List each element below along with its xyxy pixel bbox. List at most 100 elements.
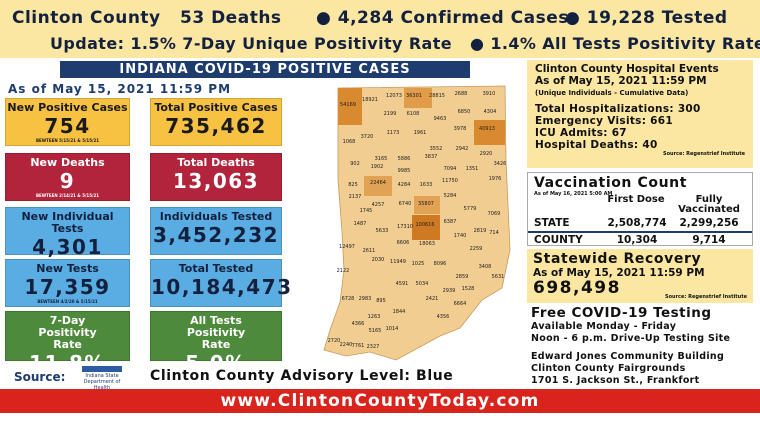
tile-note: BEWTEEN 5/9/21 & 5/15/21 xyxy=(185,375,247,380)
county-label: 2199 xyxy=(384,111,397,117)
county-label: 1068 xyxy=(343,139,356,145)
county-label: 2942 xyxy=(456,146,469,152)
stat-tile: New Tests 17,359 BEWTEEN 4/2/20 & 5/15/21 xyxy=(5,259,130,307)
county-label: 9985 xyxy=(398,168,411,174)
county-label: 6606 xyxy=(397,240,410,246)
stat-tile: Total Tested 10,184,473 xyxy=(150,259,293,307)
county-label: 2327 xyxy=(367,344,380,350)
tile-value: 17,359 xyxy=(24,275,111,299)
county-label: 1633 xyxy=(420,182,433,188)
tile-value: 10,184,473 xyxy=(151,275,293,299)
vaccination-as-of: As of May 16, 2021 5:00 AM xyxy=(534,191,613,197)
advisory: Clinton County Advisory Level: Blue xyxy=(150,368,454,384)
county-label: 4591 xyxy=(396,281,409,287)
county-label: 4304 xyxy=(484,109,497,115)
county-label: 2137 xyxy=(349,194,362,200)
recovery-source: Source: Regenstrief Institute xyxy=(664,294,747,300)
county-label: 100616 xyxy=(415,222,434,228)
county-label: 6740 xyxy=(399,201,412,207)
tile-value: 3,452,232 xyxy=(152,223,280,247)
county-label: 7761 xyxy=(352,343,365,349)
tested: ● 19,228 Tested xyxy=(565,8,728,28)
county-label: 3165 xyxy=(375,156,388,162)
county-label: 1487 xyxy=(354,221,367,227)
hospital-line: Hospital Deaths: 40 xyxy=(535,139,658,151)
county-label: 2819 xyxy=(474,228,487,234)
vaccination-cell: COUNTY xyxy=(534,234,583,246)
county-label: 5284 xyxy=(444,193,457,199)
county-label: 825 xyxy=(348,182,358,188)
tile-title: New Individual Tests xyxy=(21,210,114,235)
county-label: 22464 xyxy=(370,180,386,186)
county-label: 1173 xyxy=(387,130,400,136)
banner: INDIANA COVID-19 POSITIVE CASES xyxy=(60,61,470,78)
testing-line: Available Monday - Friday xyxy=(531,321,677,332)
tile-note: BEWTEEN 5/9/21 & 5/15/21 xyxy=(37,375,98,380)
county-label: 8096 xyxy=(434,261,447,267)
column-header: Fully Vaccinated xyxy=(678,194,740,215)
source: Source: xyxy=(14,370,66,384)
county-label: 1025 xyxy=(412,261,425,267)
hospital-as-of: As of May 15, 2021 11:59 PM xyxy=(535,75,707,87)
tile-title: 7-Day Positivity Rate xyxy=(38,314,97,351)
vaccination-title: Vaccination Count xyxy=(534,175,687,191)
stat-tile: New Deaths 9 BEWTEEN 2/14/21 & 5/15/21 xyxy=(5,153,130,201)
testing-lines: Available Monday - Friday Noon - 6 p.m. D… xyxy=(531,321,751,345)
update: Update: 1.5% 7-Day Unique Positivity Rat… xyxy=(50,34,453,53)
tile-value: 735,462 xyxy=(165,114,267,138)
vaccination-cell: 2,508,774 xyxy=(607,217,667,229)
county-shade xyxy=(474,120,505,145)
hospital-panel: Clinton County Hospital Events As of May… xyxy=(527,60,753,168)
county-label: 28815 xyxy=(429,93,445,99)
hospital-lines: Total Hospitalizations: 300 Emergency Vis… xyxy=(535,103,745,151)
tile-title: Total Tested xyxy=(178,262,254,275)
tile-note: BEWTEEN 4/2/20 & 5/15/21 xyxy=(37,299,98,304)
county-label: 2122 xyxy=(337,268,350,274)
hospital-note: (Unique Individuals - Cumulative Data) xyxy=(535,89,689,97)
stat-tile: 7-Day Positivity Rate 11.8% BEWTEEN 5/9/21… xyxy=(5,311,130,380)
tile-value: 754 xyxy=(44,114,91,138)
county-label: 5633 xyxy=(376,228,389,234)
county-label: 5779 xyxy=(464,206,477,212)
county-label: 1740 xyxy=(454,233,467,239)
header-band xyxy=(0,0,760,58)
county-label: 2859 xyxy=(456,274,469,280)
county-label: 1961 xyxy=(414,130,427,136)
tile-value: 4,301 xyxy=(32,235,103,259)
county-label: 36301 xyxy=(406,93,422,99)
county-label: 3720 xyxy=(361,134,374,140)
county-label: 2688 xyxy=(455,91,468,97)
county-label: 2030 xyxy=(372,257,385,263)
county-label: 6664 xyxy=(454,301,467,307)
county-label: 2259 xyxy=(470,246,483,252)
county-label: 4284 xyxy=(398,182,411,188)
tile-title: Individuals Tested xyxy=(159,210,273,223)
county-label: 1528 xyxy=(462,286,475,292)
county-label: 1976 xyxy=(489,176,502,182)
testing-line: Noon - 6 p.m. Drive-Up Testing Site xyxy=(531,333,731,344)
county-label: 40913 xyxy=(479,126,495,132)
tile-title: All Tests Positivity Rate xyxy=(186,314,246,351)
county-label: 4366 xyxy=(352,321,365,327)
county-label: 12497 xyxy=(339,244,355,250)
tile-title: Total Deaths xyxy=(177,156,255,169)
county-label: 11949 xyxy=(390,259,406,265)
vaccination-cell: 2,299,256 xyxy=(679,217,739,229)
stat-tile: Individuals Tested 3,452,232 xyxy=(150,207,282,255)
county-label: 11750 xyxy=(442,178,458,184)
county-shade xyxy=(412,215,440,240)
testing-title: Free COVID-19 Testing xyxy=(531,305,712,321)
county-label: 6850 xyxy=(458,109,471,115)
address-line: Clinton County Fairgrounds xyxy=(531,363,686,374)
recovery-panel: Statewide Recovery As of May 15, 2021 11… xyxy=(527,249,753,303)
hospital-source: Source: Regenstrief Institute xyxy=(662,151,745,157)
county-label: 5165 xyxy=(369,328,382,334)
county-label: 3837 xyxy=(425,154,438,160)
county-label: 5631 xyxy=(492,274,505,280)
county-shade xyxy=(338,88,362,125)
testing-panel: Free COVID-19 Testing Available Monday -… xyxy=(527,305,755,387)
recovery-value: 698,498 xyxy=(533,278,621,298)
county-shade xyxy=(364,176,392,196)
